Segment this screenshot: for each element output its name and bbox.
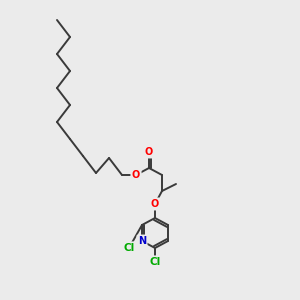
Text: Cl: Cl (149, 257, 161, 267)
Text: O: O (132, 170, 140, 180)
Text: O: O (151, 199, 159, 209)
Text: O: O (145, 147, 153, 157)
Text: N: N (138, 236, 146, 246)
Text: Cl: Cl (123, 243, 135, 253)
